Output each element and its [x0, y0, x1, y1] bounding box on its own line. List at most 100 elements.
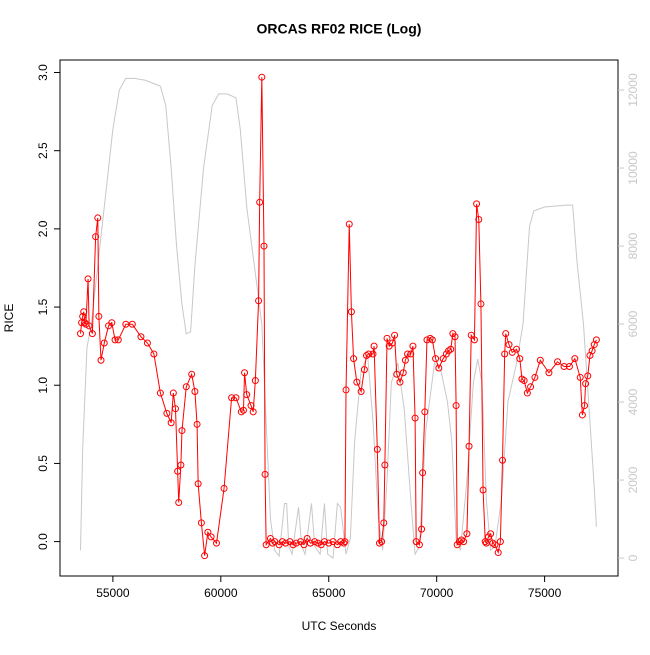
data-point — [150, 350, 158, 358]
data-point — [204, 528, 212, 536]
data-point — [479, 486, 487, 494]
data-point — [92, 233, 100, 241]
data-point — [502, 330, 510, 338]
data-point — [85, 322, 93, 330]
data-point — [375, 539, 383, 547]
data-point — [243, 391, 251, 399]
data-point — [383, 334, 391, 342]
data-point — [178, 427, 186, 435]
data-point — [169, 389, 177, 397]
x-axis-label: UTC Seconds — [302, 619, 377, 633]
data-point — [487, 530, 495, 538]
data-point — [262, 541, 270, 549]
data-point — [426, 334, 434, 342]
data-point — [411, 414, 419, 422]
data-point — [212, 539, 220, 547]
data-point — [527, 383, 535, 391]
y2-tick-label: 12000 — [626, 73, 640, 107]
data-point — [191, 387, 199, 395]
data-point — [445, 347, 453, 355]
data-point — [84, 275, 92, 283]
data-point — [582, 380, 590, 388]
data-point — [143, 339, 151, 347]
data-point — [418, 525, 426, 533]
data-point — [399, 369, 407, 377]
data-point — [94, 214, 102, 222]
y-tick-label: 0.5 — [36, 455, 50, 472]
data-point — [458, 536, 466, 544]
data-point — [269, 539, 277, 547]
data-point — [350, 355, 358, 363]
data-point — [111, 336, 119, 344]
data-point — [337, 538, 345, 546]
data-point — [369, 350, 377, 358]
data-point — [311, 538, 319, 546]
data-point — [347, 308, 355, 316]
x-tick-label: 55000 — [96, 586, 130, 600]
data-point — [201, 552, 209, 560]
data-point — [531, 373, 539, 381]
data-point — [249, 408, 257, 416]
data-point — [175, 499, 183, 507]
data-point — [193, 420, 201, 428]
y2-tick-label: 10000 — [626, 151, 640, 185]
data-point — [581, 402, 589, 410]
plot-frame — [59, 59, 619, 577]
data-point — [467, 331, 475, 339]
data-point — [306, 539, 314, 547]
data-point — [251, 377, 259, 385]
data-point — [423, 336, 431, 344]
data-point — [588, 347, 596, 355]
data-point — [357, 387, 365, 395]
data-point — [592, 336, 600, 344]
y2-tick-label: 2000 — [626, 466, 640, 493]
data-point — [95, 312, 103, 320]
data-point — [428, 336, 436, 344]
data-point — [282, 539, 290, 547]
data-point — [177, 461, 185, 469]
y-tick-label: 1.0 — [36, 377, 50, 394]
chart-title: ORCAS RF02 RICE (Log) — [257, 21, 422, 37]
data-point — [320, 538, 328, 546]
data-point — [496, 538, 504, 546]
data-point — [396, 378, 404, 386]
data-point — [536, 356, 544, 364]
data-point — [554, 358, 562, 366]
x-tick-label: 75000 — [528, 586, 562, 600]
data-point — [261, 470, 269, 478]
data-point — [404, 350, 412, 358]
y2-tick-label: 6000 — [626, 310, 640, 337]
data-point — [237, 408, 245, 416]
data-point — [114, 336, 122, 344]
data-point — [545, 369, 553, 377]
data-point — [435, 364, 443, 372]
series-line — [80, 77, 597, 559]
data-point — [241, 369, 249, 377]
data-point — [289, 541, 297, 549]
x-tick-label: 65000 — [312, 586, 346, 600]
data-point — [325, 539, 333, 547]
data-point — [378, 538, 386, 546]
data-point — [560, 362, 568, 370]
data-point — [491, 541, 499, 549]
data-point — [401, 356, 409, 364]
data-point — [439, 355, 447, 363]
data-point — [260, 242, 268, 250]
data-point — [156, 389, 164, 397]
y-tick-label: 0.0 — [36, 533, 50, 550]
data-point — [137, 333, 145, 341]
data-point — [409, 342, 417, 350]
data-point — [232, 394, 240, 402]
y-tick-label: 1.5 — [36, 298, 50, 315]
data-point — [88, 330, 96, 338]
data-point — [571, 355, 579, 363]
data-point — [447, 345, 455, 353]
data-point — [421, 408, 429, 416]
data-point — [516, 355, 524, 363]
y-tick-label: 2.5 — [36, 142, 50, 159]
data-point — [463, 530, 471, 538]
data-point — [363, 352, 371, 360]
data-point — [505, 341, 513, 349]
data-point — [342, 386, 350, 394]
